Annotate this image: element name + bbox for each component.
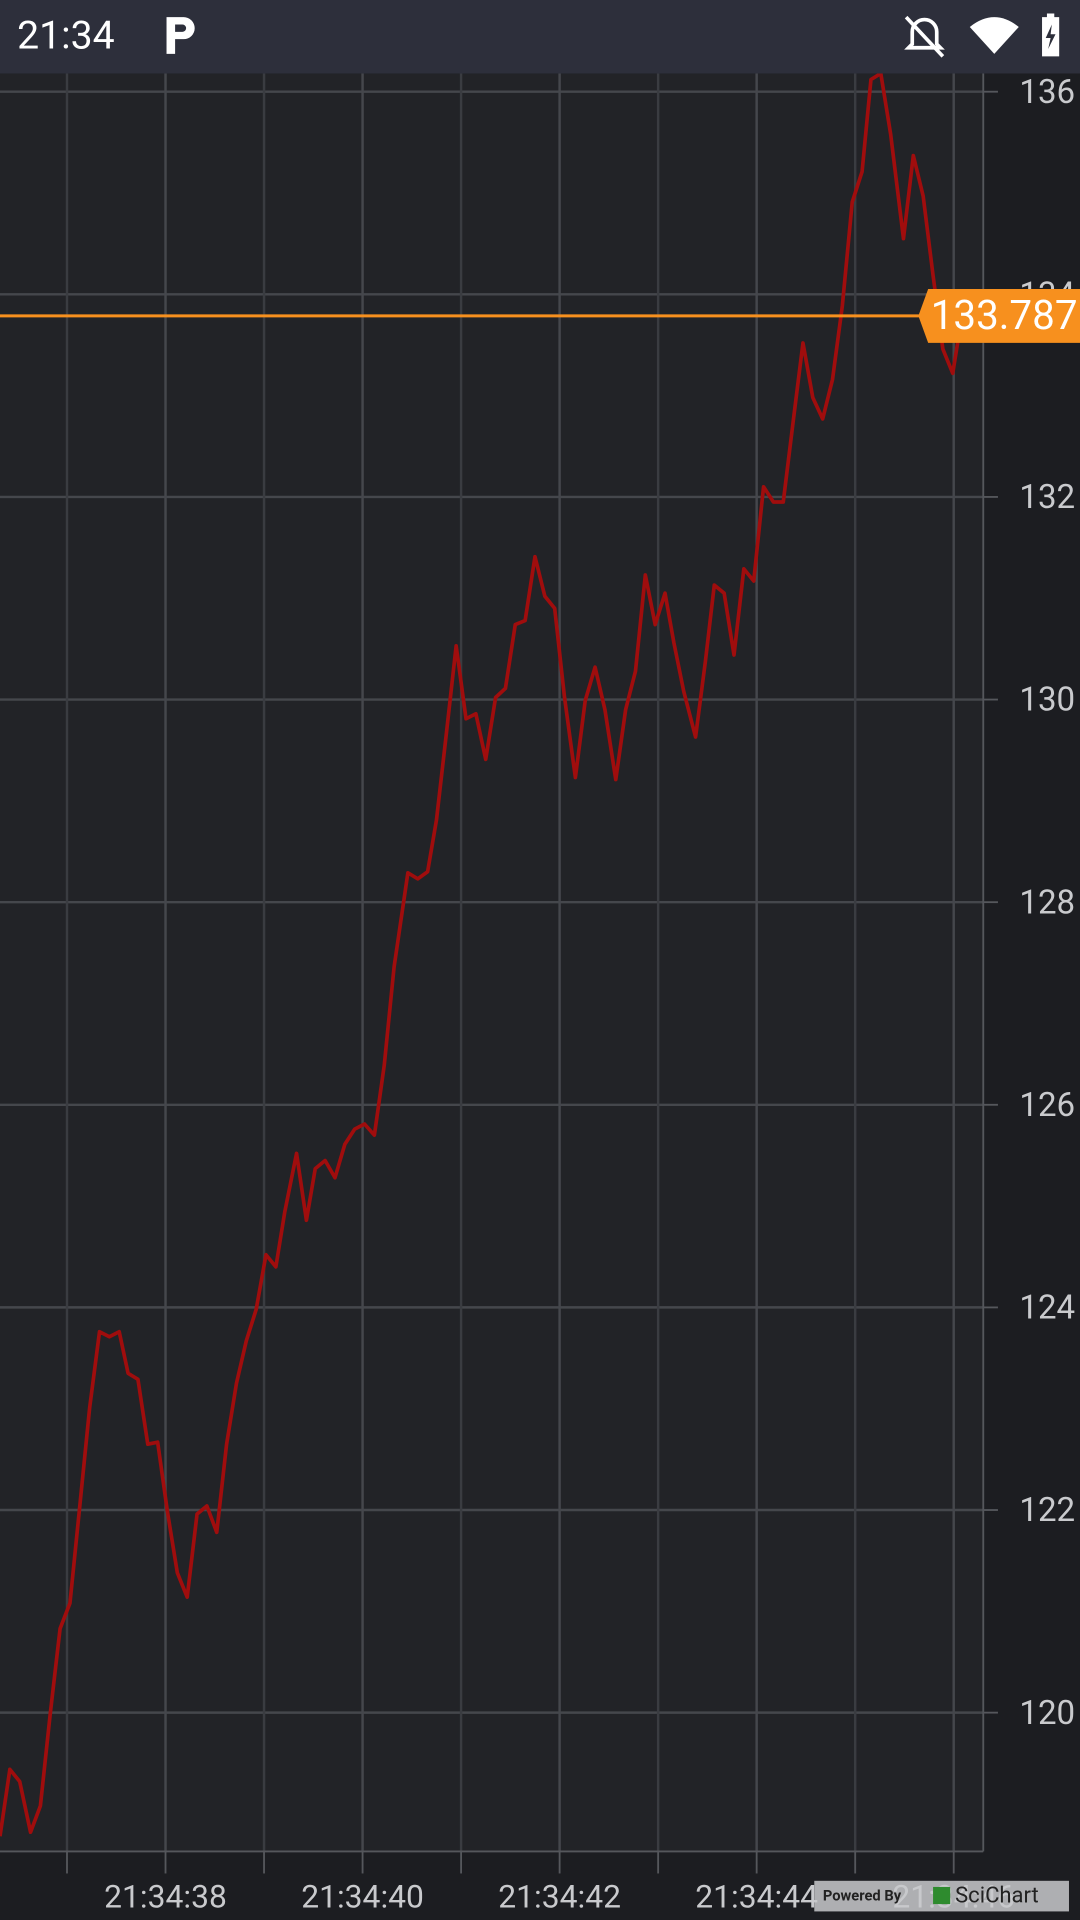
- x-tick-label: 21:34:44: [695, 1878, 818, 1916]
- x-tick-label: 21:34:40: [301, 1878, 424, 1916]
- status-time: 21:34: [17, 12, 115, 58]
- watermark-prefix: Powered By: [823, 1887, 902, 1905]
- y-tick-label: 122: [1019, 1491, 1075, 1530]
- labels: 12012212412612813013213413621:34:3821:34…: [0, 73, 1080, 1916]
- price-line: [0, 73, 964, 1837]
- watermark-logo: [933, 1886, 951, 1905]
- y-tick-label: 130: [1019, 681, 1075, 720]
- annotation-label: 133.787: [931, 292, 1078, 339]
- wifi-icon: [969, 17, 1019, 54]
- annotation-badge: [918, 288, 1080, 343]
- plot-area: [0, 73, 984, 1852]
- charging-bolt: [1045, 24, 1056, 49]
- watermark-brand: SciChart: [955, 1884, 1039, 1909]
- y-tick-label: 132: [1019, 478, 1075, 517]
- x-tick-label: 21:34:38: [104, 1878, 227, 1916]
- series-layer: [0, 73, 964, 1837]
- y-tick-label: 128: [1019, 883, 1075, 922]
- grid: [0, 73, 984, 1852]
- y-tick-label: 126: [1019, 1086, 1075, 1125]
- y-tick-label: 120: [1019, 1694, 1075, 1733]
- status-bar: [0, 0, 1080, 74]
- mute-icon: [904, 15, 945, 58]
- y-tick-label: 136: [1019, 73, 1075, 112]
- x-tick-label: 21:34:42: [498, 1878, 621, 1916]
- y-tick-label: 124: [1019, 1289, 1075, 1328]
- app-icon: [166, 17, 195, 54]
